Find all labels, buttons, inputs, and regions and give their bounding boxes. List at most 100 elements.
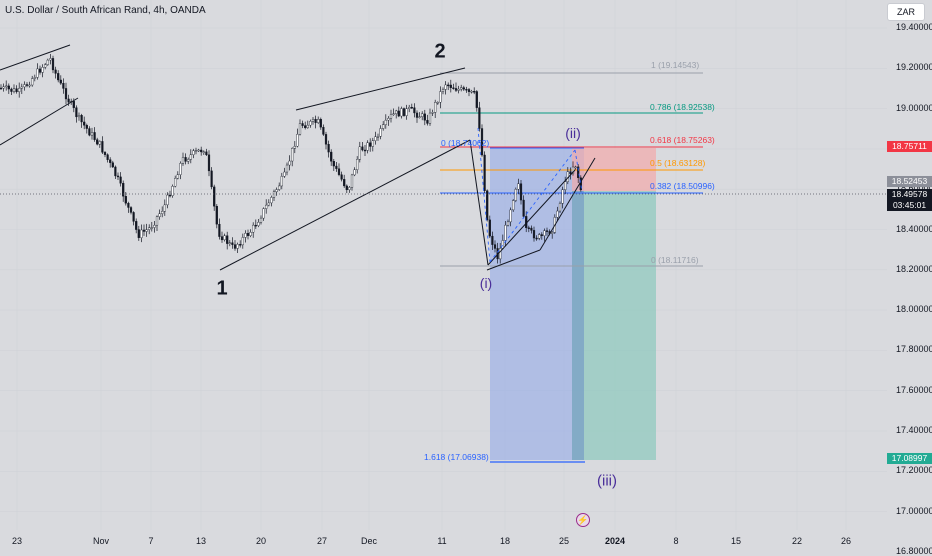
trendline[interactable] xyxy=(219,139,471,271)
candle-body xyxy=(272,191,276,198)
candle-body xyxy=(504,224,507,241)
candle-body xyxy=(270,197,273,204)
wave-path xyxy=(574,149,583,193)
candle-body xyxy=(356,159,359,170)
candle-body xyxy=(31,78,34,86)
candle-body xyxy=(220,236,224,241)
candle-body xyxy=(556,210,559,218)
candle-body xyxy=(246,233,250,236)
candle-body xyxy=(46,59,49,65)
last-price-tag: 18.52453 xyxy=(887,176,932,187)
candle-body xyxy=(101,141,104,153)
candle-body xyxy=(184,157,187,162)
fib-retrace-start-label: 0 (18.74062) xyxy=(441,138,490,148)
candle-body xyxy=(327,144,330,153)
time-axis-tick: 26 xyxy=(840,536,852,546)
candle-body xyxy=(392,113,395,115)
wave-1-label: 1 xyxy=(216,277,228,300)
candle-body xyxy=(374,136,377,141)
candle-body xyxy=(358,146,361,160)
candle-body xyxy=(434,102,437,113)
time-axis-tick: 20 xyxy=(255,536,267,546)
candle-body xyxy=(18,88,21,93)
trendline[interactable] xyxy=(487,169,576,266)
candle-body xyxy=(441,89,445,92)
fib-level-0618-label: 0.618 (18.75263) xyxy=(650,135,715,145)
candle-body xyxy=(322,126,325,135)
wave-path xyxy=(477,127,491,263)
candle-body xyxy=(514,188,517,201)
candle-body xyxy=(155,216,159,226)
candle-body xyxy=(233,244,237,249)
candle-body xyxy=(298,123,302,135)
candle-body xyxy=(348,187,351,191)
candle-body xyxy=(265,204,268,209)
price-axis-tick: 18.00000 xyxy=(896,304,932,315)
candle-body xyxy=(168,194,172,197)
candle-body xyxy=(124,196,127,204)
candle-body xyxy=(376,136,380,138)
candle-body xyxy=(335,165,338,169)
price-axis-tick: 17.20000 xyxy=(896,465,932,476)
trendline[interactable] xyxy=(0,44,71,71)
trendline[interactable] xyxy=(486,249,541,271)
candle-body xyxy=(200,149,203,153)
candle-body xyxy=(2,86,5,89)
trendline[interactable] xyxy=(469,139,489,266)
candle-body xyxy=(413,107,416,114)
candle-body xyxy=(90,132,94,136)
candle-body xyxy=(259,217,263,223)
candle-body xyxy=(418,116,421,118)
candle-body xyxy=(337,168,341,175)
candle-body xyxy=(530,227,533,231)
candle-body xyxy=(509,209,512,223)
candle-body xyxy=(522,199,525,217)
candle-body xyxy=(207,154,211,172)
candle-body xyxy=(249,232,252,236)
candle-body xyxy=(57,73,60,81)
currency-button[interactable]: ZAR xyxy=(887,3,925,21)
lightning-icon[interactable]: ⚡ xyxy=(576,513,590,527)
trendline[interactable] xyxy=(0,97,79,146)
candle-body xyxy=(12,88,16,92)
time-axis-tick: 7 xyxy=(148,536,154,546)
candle-body xyxy=(465,89,468,91)
trendline[interactable] xyxy=(539,157,596,251)
candle-body xyxy=(423,113,426,121)
candle-body xyxy=(291,148,294,162)
candle-body xyxy=(158,213,161,217)
time-axis-tick: 25 xyxy=(558,536,570,546)
candle-body xyxy=(275,189,278,193)
price-axis-tick: 17.00000 xyxy=(896,505,932,516)
candle-body xyxy=(569,171,572,174)
price-axis-tick: 17.80000 xyxy=(896,344,932,355)
candle-body xyxy=(447,84,450,87)
candle-body xyxy=(280,176,283,187)
candle-body xyxy=(369,142,372,147)
candle-body xyxy=(38,68,42,73)
candle-body xyxy=(538,234,541,239)
current-price-tag: 18.49578 xyxy=(887,189,932,200)
candle-body xyxy=(194,150,198,152)
trendline[interactable] xyxy=(295,67,466,111)
candle-body xyxy=(460,87,463,90)
candle-body xyxy=(239,244,242,246)
candle-body xyxy=(254,224,257,227)
candle-body xyxy=(319,119,322,128)
candle-body xyxy=(384,119,387,125)
candle-body xyxy=(85,125,88,129)
candle-body xyxy=(431,112,434,114)
candle-body xyxy=(88,128,91,136)
candle-body xyxy=(452,87,455,89)
candle-body xyxy=(366,142,369,151)
candle-body xyxy=(181,157,185,164)
candle-body xyxy=(75,107,78,118)
time-axis-tick: 8 xyxy=(673,536,679,546)
candle-body xyxy=(301,123,304,126)
candle-body xyxy=(5,85,8,88)
candle-body xyxy=(129,207,133,213)
candle-body xyxy=(223,235,226,241)
candle-body xyxy=(153,224,156,228)
candle-body xyxy=(517,183,520,190)
